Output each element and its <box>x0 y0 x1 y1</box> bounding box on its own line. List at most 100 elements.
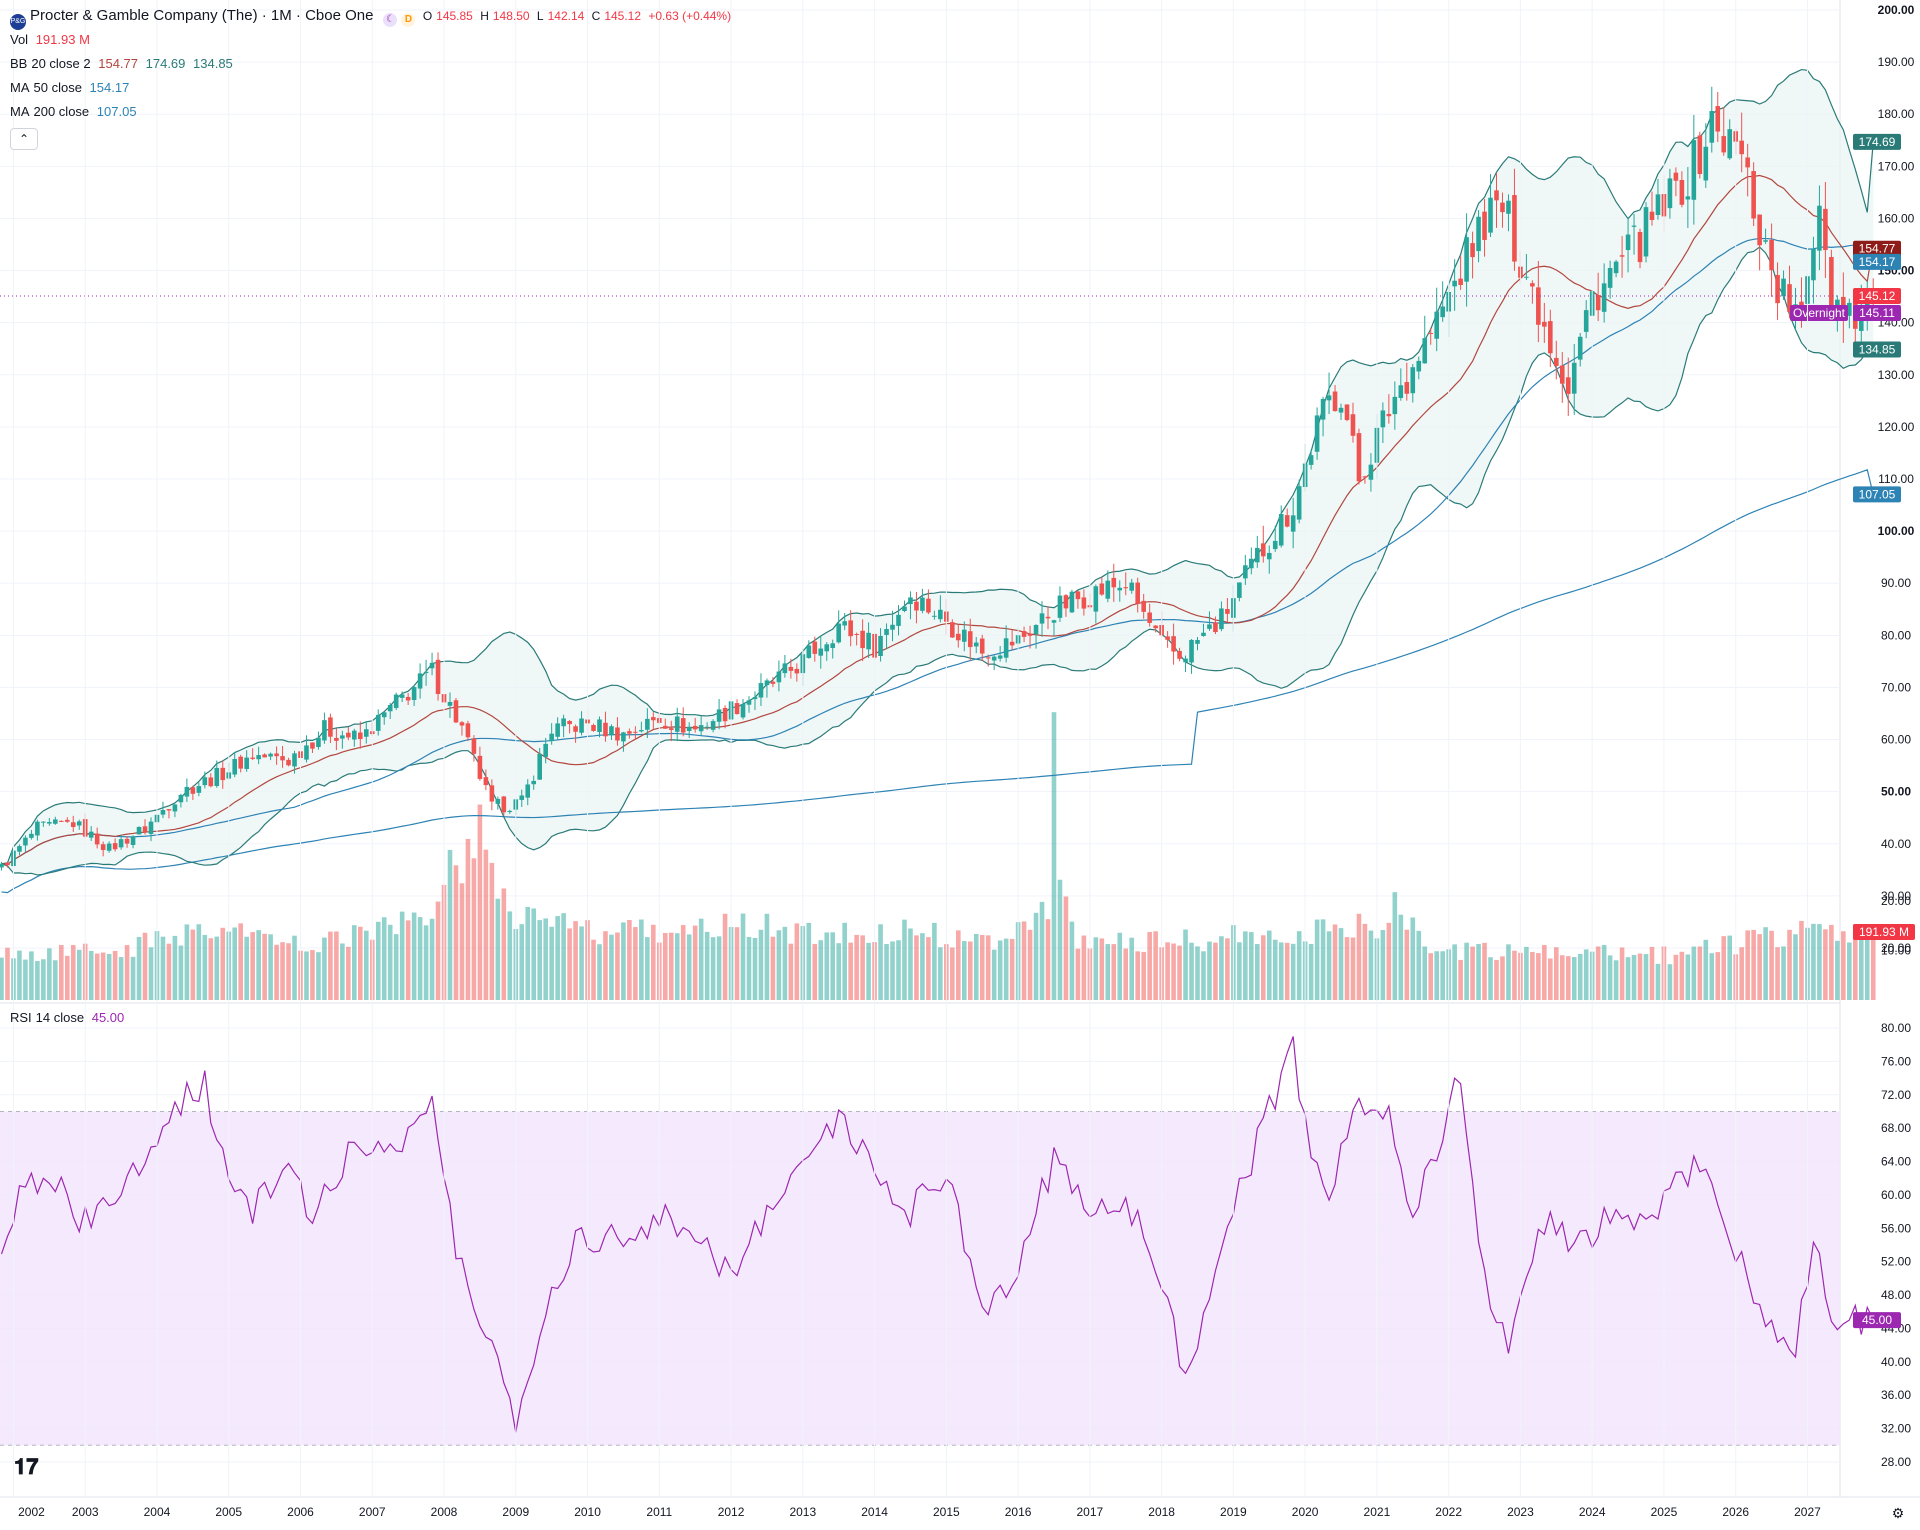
volume-bar <box>1398 914 1404 1000</box>
rsi-axis-label: 52.00 <box>1881 1255 1911 1269</box>
volume-bar <box>1679 951 1685 1000</box>
price-axis-label: 160.00 <box>1878 211 1915 225</box>
candle-body <box>1595 294 1601 311</box>
candle-body <box>1129 582 1135 591</box>
ma50-label: 154.17 <box>1859 255 1896 269</box>
candle-body <box>549 733 554 742</box>
time-axis-label: 2004 <box>144 1505 171 1519</box>
candle-body <box>322 720 327 741</box>
candle-body <box>967 631 973 648</box>
candle-body <box>346 732 351 738</box>
moon-icon[interactable]: ☾ <box>383 13 398 27</box>
ma200-label: MA <box>10 104 30 119</box>
volume-bar <box>1601 945 1607 1000</box>
price-axis-label: 180.00 <box>1878 107 1915 121</box>
volume-bar <box>1757 934 1762 1000</box>
candle-body <box>41 821 46 823</box>
tradingview-logo-icon[interactable]: 𝟏𝟕 <box>14 1454 39 1479</box>
ma50-value: 154.17 <box>89 80 130 95</box>
volume-bar <box>1326 931 1332 1000</box>
candle-body <box>1601 283 1607 312</box>
candle-body <box>274 753 279 757</box>
ma200-legend[interactable]: MA 200 close 107.05 <box>10 100 141 124</box>
volume-bar <box>1506 944 1511 1000</box>
volume-bar <box>1123 948 1129 1000</box>
volume-bar <box>979 934 985 1000</box>
candle-body <box>537 753 542 780</box>
volume-bar <box>1595 946 1601 1000</box>
candle-body <box>1464 237 1469 282</box>
chevron-up-icon: ⌃ <box>18 132 30 146</box>
candle-body <box>991 656 997 661</box>
candle-body <box>100 844 106 851</box>
volume-bar <box>340 943 345 1000</box>
candle-body <box>1350 414 1356 436</box>
candle-body <box>1380 410 1386 428</box>
volume-bar <box>1691 946 1697 1000</box>
price-axis-label: 40.00 <box>1881 837 1911 851</box>
volume-bar <box>627 919 632 1000</box>
volume-bar <box>573 921 578 1000</box>
volume-bar <box>1171 943 1176 1000</box>
candle-body <box>758 683 764 698</box>
candle-body <box>190 787 196 794</box>
candle-body <box>387 704 393 712</box>
candle-body <box>124 838 130 844</box>
volume-bar <box>854 934 859 1000</box>
candle-body <box>1536 287 1541 325</box>
candle-body <box>1213 622 1218 633</box>
volume-bar <box>435 901 441 1000</box>
volume-bar <box>561 913 566 1000</box>
volume-bar <box>1565 956 1571 1000</box>
candle-body <box>1452 280 1457 287</box>
candle-body <box>160 810 166 815</box>
candle-body <box>567 721 572 725</box>
candle-body <box>292 753 297 767</box>
candle-body <box>1787 284 1792 312</box>
candle-body <box>35 821 40 836</box>
volume-bar <box>824 932 830 1000</box>
price-axis-label: 130.00 <box>1878 368 1915 382</box>
volume-bar <box>1673 954 1679 1000</box>
candle-body <box>405 696 411 701</box>
bollinger-legend[interactable]: BB 20 close 2 154.77 174.69 134.85 <box>10 52 237 76</box>
candle-body <box>543 743 548 757</box>
candle-body <box>836 623 841 643</box>
volume-bar <box>471 858 477 1000</box>
candle-body <box>1458 278 1463 286</box>
volume-bar <box>411 912 417 1000</box>
volume-bar <box>746 936 752 1000</box>
candle-body <box>1171 636 1176 652</box>
rsi-legend[interactable]: RSI 14 close 45.00 <box>10 1006 128 1030</box>
rsi-label: 45.00 <box>1862 1313 1892 1327</box>
candle-body <box>884 629 889 635</box>
collapse-legend-button[interactable]: ⌃ <box>10 128 38 150</box>
volume-bar <box>1428 953 1434 1000</box>
volume-bar <box>752 937 758 1000</box>
candle-body <box>453 700 459 723</box>
volume-bar <box>1494 959 1499 1000</box>
delayed-data-badge[interactable]: D <box>401 13 416 27</box>
candle-body <box>788 666 794 671</box>
time-axis-label: 2006 <box>287 1505 314 1519</box>
candle-body <box>352 730 357 740</box>
chart-legend-title[interactable]: P&G Procter & Gamble Company (The) · 1M ·… <box>10 4 739 30</box>
candle-body <box>734 703 740 715</box>
candle-body <box>417 673 423 689</box>
volume-bar <box>531 908 537 1000</box>
candle-body <box>1649 211 1655 220</box>
bollinger-band-fill <box>1 69 1874 875</box>
candle-body <box>23 837 28 846</box>
volume-bar <box>1434 951 1439 1000</box>
candle-body <box>1565 377 1571 394</box>
candle-body <box>447 701 453 706</box>
candle-body <box>1440 306 1445 318</box>
volume-bar <box>304 951 309 1000</box>
volume-bar <box>567 928 572 1000</box>
volume-bar <box>393 934 399 1000</box>
volume-bar <box>1542 945 1547 1000</box>
ma50-legend[interactable]: MA 50 close 154.17 <box>10 76 133 100</box>
volume-legend[interactable]: Vol 191.93 M <box>10 28 94 52</box>
candle-body <box>1559 365 1565 384</box>
